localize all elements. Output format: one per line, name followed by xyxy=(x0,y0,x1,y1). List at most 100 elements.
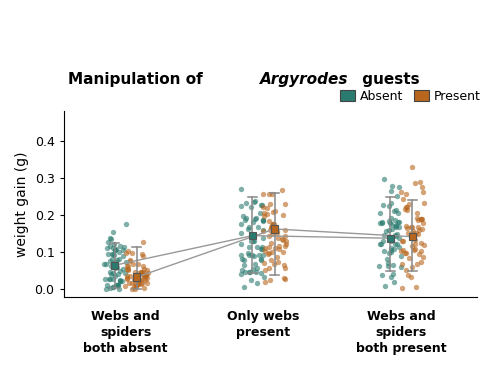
Point xyxy=(254,265,262,271)
Point xyxy=(103,245,111,251)
Point xyxy=(120,247,128,253)
Point xyxy=(140,263,147,269)
Point xyxy=(106,235,114,241)
Point xyxy=(408,224,416,230)
Point xyxy=(276,246,283,252)
Point xyxy=(392,224,400,230)
Point xyxy=(419,189,427,195)
Point xyxy=(420,200,428,206)
Point xyxy=(268,225,276,231)
Point xyxy=(125,280,133,286)
Point xyxy=(274,259,282,265)
Point xyxy=(252,280,260,286)
Point xyxy=(377,241,385,247)
Point xyxy=(378,220,386,226)
Point xyxy=(132,283,140,289)
Point xyxy=(391,217,399,223)
Point xyxy=(110,252,118,258)
Point xyxy=(140,272,148,278)
Point xyxy=(384,263,392,269)
Bar xyxy=(408,233,416,240)
Point xyxy=(240,257,248,263)
Point xyxy=(281,243,289,249)
Point xyxy=(112,273,120,279)
Point xyxy=(385,218,393,224)
Point xyxy=(378,202,386,208)
Point xyxy=(123,273,131,279)
Point xyxy=(414,223,422,229)
Point xyxy=(266,218,274,224)
Point xyxy=(258,202,266,208)
Point xyxy=(387,188,395,194)
Point xyxy=(408,164,416,170)
Point xyxy=(114,271,122,277)
Point xyxy=(408,230,416,236)
Point xyxy=(392,232,400,238)
Point xyxy=(107,263,115,269)
Point xyxy=(402,223,410,229)
Point xyxy=(398,196,406,202)
Point xyxy=(386,235,394,241)
Point xyxy=(266,201,274,206)
Point xyxy=(410,246,418,252)
Point xyxy=(399,247,407,253)
Point xyxy=(392,240,400,246)
Point xyxy=(142,272,150,278)
Point xyxy=(414,215,422,221)
Point xyxy=(238,221,246,227)
Point xyxy=(376,220,384,226)
Point xyxy=(264,250,272,256)
Point xyxy=(250,238,258,244)
Point xyxy=(266,277,274,283)
Point xyxy=(251,198,259,204)
Point xyxy=(390,279,398,285)
Point xyxy=(252,215,260,221)
Y-axis label: weight gain (g): weight gain (g) xyxy=(15,151,29,257)
Point xyxy=(274,230,281,236)
Point xyxy=(142,280,150,286)
Point xyxy=(124,268,132,273)
Point xyxy=(416,259,424,265)
Point xyxy=(112,247,120,253)
Point xyxy=(268,225,276,231)
Point xyxy=(130,285,138,290)
Point xyxy=(380,248,388,254)
Point xyxy=(280,227,288,233)
Point xyxy=(247,278,255,283)
Point xyxy=(109,284,117,290)
Point xyxy=(240,285,248,290)
Point xyxy=(392,222,400,228)
Point xyxy=(112,246,120,252)
Point xyxy=(139,253,147,259)
Point xyxy=(384,260,392,266)
Point xyxy=(394,211,402,216)
Point xyxy=(123,263,131,269)
Point xyxy=(402,204,409,209)
Point xyxy=(394,231,402,236)
Point xyxy=(395,235,403,241)
Point xyxy=(382,228,390,234)
Point xyxy=(250,253,258,259)
Point xyxy=(402,191,410,197)
Point xyxy=(261,245,269,250)
Point xyxy=(246,252,254,258)
Point xyxy=(281,233,289,239)
Point xyxy=(413,261,421,267)
Point xyxy=(114,282,122,288)
Point xyxy=(238,267,246,273)
Point xyxy=(378,272,386,278)
Point xyxy=(257,246,265,252)
Point xyxy=(237,271,245,277)
Point xyxy=(106,276,114,282)
Point xyxy=(395,184,403,190)
Point xyxy=(259,217,267,223)
Point xyxy=(260,213,268,219)
Point xyxy=(280,275,288,281)
Point xyxy=(115,249,123,255)
Point xyxy=(407,274,415,280)
Point xyxy=(273,228,281,234)
Point xyxy=(392,233,400,239)
Point xyxy=(420,242,428,248)
Point xyxy=(261,248,269,254)
Point xyxy=(260,260,268,266)
